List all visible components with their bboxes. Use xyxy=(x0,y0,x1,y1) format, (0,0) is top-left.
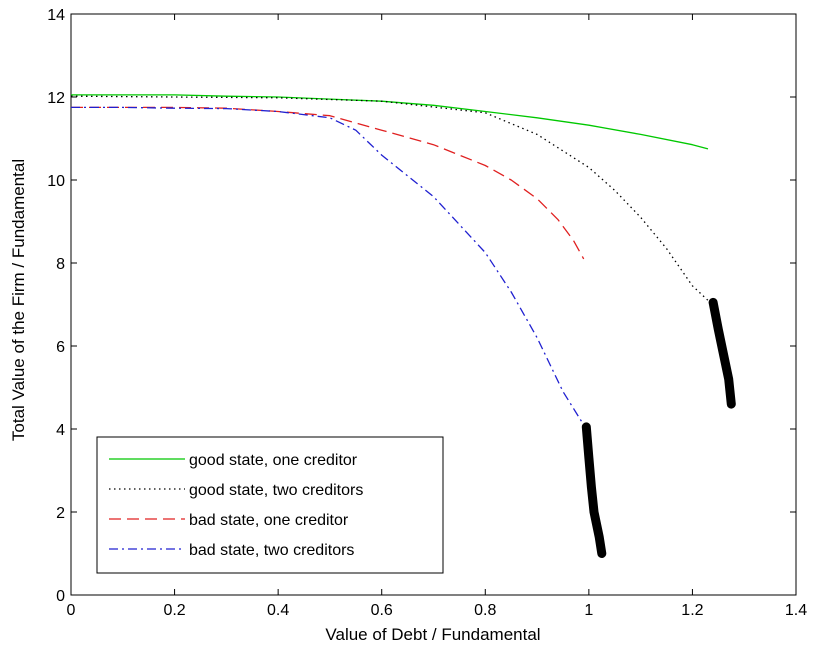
y-tick-label: 2 xyxy=(56,505,65,522)
x-tick-label: 0.6 xyxy=(371,602,393,619)
x-tick-label: 0 xyxy=(67,602,76,619)
y-tick-label: 12 xyxy=(47,90,65,107)
legend: good state, one creditor good state, two … xyxy=(96,436,444,574)
y-tick-label: 0 xyxy=(56,588,65,605)
x-tick-label: 1 xyxy=(584,602,593,619)
x-axis-label: Value of Debt / Fundamental xyxy=(325,625,540,644)
x-tick-label: 1.4 xyxy=(785,602,807,619)
legend-label: bad state, two creditors xyxy=(189,542,354,559)
series-thick-segment-2 xyxy=(708,297,736,409)
y-tick-label: 14 xyxy=(47,7,65,24)
legend-label: bad state, one creditor xyxy=(189,512,349,529)
x-tick-label: 0.4 xyxy=(267,602,289,619)
legend-label: good state, two creditors xyxy=(189,482,363,499)
y-tick-label: 6 xyxy=(56,339,65,356)
y-tick-label: 4 xyxy=(56,422,65,439)
y-tick-label: 8 xyxy=(56,256,65,273)
series-line-3 xyxy=(71,106,585,260)
y-tick-label: 10 xyxy=(47,173,65,190)
x-tick-label: 0.2 xyxy=(163,602,185,619)
axes-frame xyxy=(70,13,797,596)
x-tick-label: 0.8 xyxy=(474,602,496,619)
y-axis-label: Total Value of the Firm / Fundamental xyxy=(9,159,28,441)
legend-box xyxy=(96,436,444,574)
series-layer xyxy=(70,94,736,558)
x-tick-label: 1.2 xyxy=(681,602,703,619)
series-line-1 xyxy=(71,94,709,150)
axes: 0 0.2 0.4 0.6 0.8 1 1.2 1.4 0 2 4 6 8 10 12 14 xyxy=(47,7,807,619)
series-line-4 xyxy=(71,106,585,426)
legend-label: good state, one creditor xyxy=(189,452,358,469)
series-thick-segment-4 xyxy=(581,422,607,558)
